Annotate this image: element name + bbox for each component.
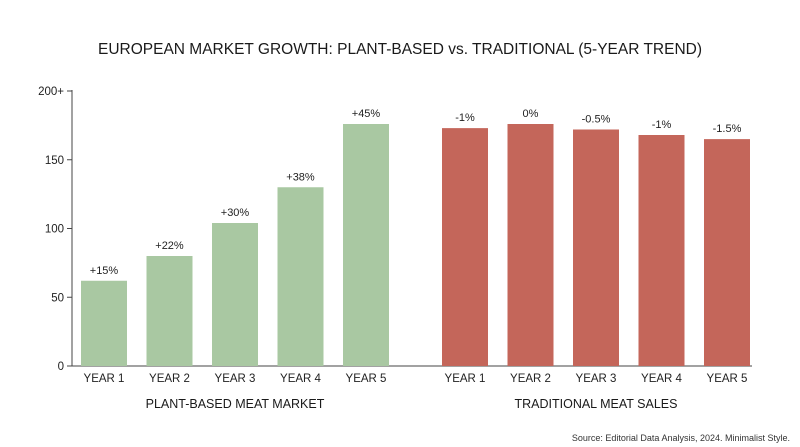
bar [573, 129, 619, 366]
bar [442, 128, 488, 366]
x-tick-label: YEAR 5 [707, 373, 748, 385]
bar-value-label: -1% [455, 112, 475, 124]
y-tick-label: 100 [45, 224, 64, 236]
bar-value-labels: +15% +22% +30% +38% +45% -1% 0% -0.5% -1% -1.5% [90, 108, 742, 277]
group-label: TRADITIONAL MEAT SALES [514, 397, 677, 411]
bars [81, 124, 750, 366]
y-tick-label: 150 [45, 155, 64, 167]
bar [507, 124, 554, 366]
x-tick-label: YEAR 1 [84, 373, 125, 385]
chart-title: EUROPEAN MARKET GROWTH: PLANT-BASED vs. … [98, 41, 702, 58]
bar [638, 135, 685, 366]
bar [81, 280, 127, 366]
bar [704, 139, 750, 366]
bar [277, 187, 324, 366]
group-labels: PLANT-BASED MEAT MARKET TRADITIONAL MEAT … [146, 397, 678, 411]
bar-value-label: +30% [221, 207, 250, 219]
x-tick-label: YEAR 4 [641, 373, 683, 385]
group-label: PLANT-BASED MEAT MARKET [146, 397, 325, 411]
x-tick-label: YEAR 4 [280, 373, 322, 385]
x-tick-label: YEAR 2 [510, 373, 551, 385]
bar [343, 124, 389, 366]
bar-value-label: -0.5% [582, 114, 611, 126]
y-tick-label: 0 [58, 361, 64, 373]
bar-value-label: 0% [523, 108, 539, 120]
y-ticks: 0 50 100 150 200+ [38, 86, 72, 373]
bar [146, 256, 193, 366]
bar-value-label: -1.5% [713, 123, 742, 135]
bar-value-label: +45% [352, 108, 381, 120]
y-tick-label: 50 [51, 292, 64, 304]
bar-value-label: -1% [652, 119, 672, 131]
source-note: Source: Editorial Data Analysis, 2024. M… [572, 433, 790, 443]
bar [212, 223, 258, 366]
x-tick-label: YEAR 2 [149, 373, 190, 385]
category-labels: YEAR 1 YEAR 2 YEAR 3 YEAR 4 YEAR 5 YEAR 1 YEAR… [84, 373, 748, 385]
x-tick-label: YEAR 3 [215, 373, 256, 385]
y-tick-label: 200+ [38, 86, 64, 98]
x-tick-label: YEAR 3 [576, 373, 617, 385]
bar-value-label: +15% [90, 265, 119, 277]
bar-value-label: +38% [286, 171, 315, 183]
bar-value-label: +22% [155, 240, 184, 252]
x-tick-label: YEAR 1 [445, 373, 486, 385]
x-tick-label: YEAR 5 [346, 373, 387, 385]
